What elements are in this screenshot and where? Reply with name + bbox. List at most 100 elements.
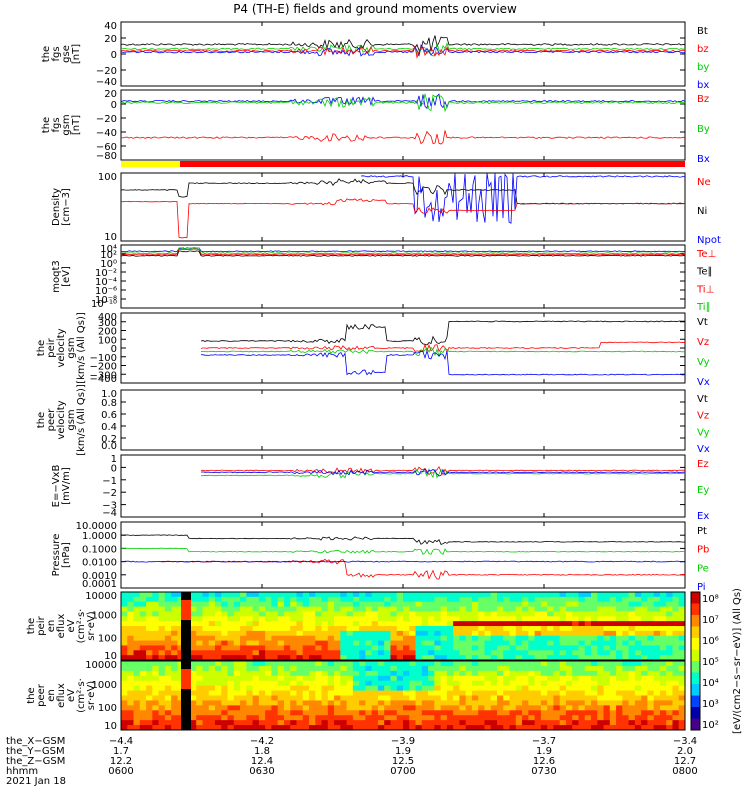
colorbar-tick: 10² — [702, 720, 719, 731]
xrow-value: 0700 — [390, 766, 415, 777]
spectro-cell — [609, 665, 617, 672]
spectro-cell — [628, 675, 636, 682]
legend-p5-Vy: Vy — [697, 357, 710, 368]
spectro-cell — [315, 705, 323, 711]
spectro-cell — [440, 650, 448, 656]
spectro-cell — [578, 596, 586, 603]
spectro-cell — [271, 690, 279, 696]
spectro-cell — [453, 685, 460, 692]
spectro-cell — [453, 596, 460, 603]
spectro-cell — [540, 720, 548, 726]
spectro-cell — [359, 650, 366, 656]
spectro-cell — [365, 601, 373, 608]
spectro-cell — [509, 710, 517, 716]
spectro-cell — [252, 626, 260, 632]
ytick-label-p9: 10 — [104, 651, 117, 662]
spectro-cell — [616, 700, 623, 706]
spectro-cell — [215, 635, 222, 642]
spectro-cell — [202, 715, 210, 721]
spectro-cell — [446, 616, 454, 622]
spectro-cell — [478, 715, 485, 721]
spectro-cell — [384, 661, 391, 667]
spectro-cell — [359, 680, 366, 687]
spectro-cell — [434, 616, 442, 622]
colorbar-tick: 10⁸ — [702, 594, 719, 605]
spectro-cell — [559, 700, 567, 706]
spectro-cell — [440, 621, 448, 627]
spectro-cell — [309, 661, 316, 667]
spectro-cell — [127, 675, 135, 682]
spectro-cell — [465, 705, 473, 711]
spectro-cell — [478, 611, 485, 617]
spectro-cell — [171, 700, 178, 706]
spectro-cell — [240, 715, 247, 721]
spectro-cell — [609, 720, 617, 726]
spectro-cell — [346, 680, 354, 687]
spectro-cell — [672, 715, 680, 721]
spectro-cell — [522, 611, 529, 617]
spectro-cell — [634, 680, 642, 687]
spectro-cell — [634, 710, 642, 716]
spectro-cell — [221, 611, 229, 617]
spectro-cell — [616, 596, 623, 603]
spectro-cell — [365, 655, 373, 661]
spectro-cell — [390, 616, 398, 622]
spectro-cell — [315, 601, 323, 608]
spectro-cell — [528, 635, 536, 642]
spectro-cell — [340, 596, 348, 603]
spectro-cell — [634, 596, 642, 603]
spectro-cell — [309, 601, 316, 608]
spectro-cell — [509, 665, 517, 672]
spectro-cell — [139, 695, 147, 701]
spectro-cell — [215, 665, 222, 672]
spectro-cell — [246, 670, 254, 677]
series-vx — [200, 349, 686, 376]
spectro-cell — [359, 690, 366, 696]
spectro-cell — [189, 655, 197, 661]
spectro-cell — [578, 661, 586, 667]
spectro-cell — [528, 695, 536, 701]
spectro-cell — [572, 630, 579, 637]
spectro-cell — [403, 611, 410, 617]
spectro-cell — [559, 606, 567, 612]
spectro-cell — [584, 601, 592, 608]
spectro-cell — [271, 645, 279, 651]
spectro-cell — [409, 665, 417, 672]
spectro-cell — [359, 675, 366, 682]
spectro-cell — [208, 621, 216, 627]
spectro-cell — [653, 650, 661, 656]
spectro-cell — [653, 645, 661, 651]
spectro-cell — [208, 630, 216, 637]
spectro-cell — [177, 675, 185, 682]
spectro-cell — [290, 630, 297, 637]
ylabel-line: [cm−3] — [61, 188, 72, 226]
spectro-cell — [377, 626, 385, 632]
spectro-cell — [616, 661, 623, 667]
spectro-cell — [666, 640, 673, 646]
spectro-cell — [208, 665, 216, 672]
spectro-cell — [309, 611, 316, 617]
spectro-cell — [434, 592, 442, 598]
spectro-cell — [628, 720, 636, 726]
spectro-cell — [265, 695, 272, 701]
spectro-cell — [202, 592, 210, 598]
spectro-cell — [371, 626, 379, 632]
spectro-cell — [628, 655, 636, 661]
series-pb — [160, 558, 685, 580]
spectro-cell — [515, 630, 523, 637]
spectro-cell — [202, 596, 210, 603]
spectro-cell — [258, 655, 266, 661]
spectro-cell — [534, 670, 542, 677]
xrow-value: 12.2 — [110, 756, 132, 767]
series-te-perp — [120, 247, 686, 253]
spectro-cell — [597, 626, 605, 632]
spectro-cell — [139, 670, 147, 677]
spectro-cell — [133, 685, 141, 692]
spectro-cell — [396, 611, 404, 617]
spectro-cell — [196, 670, 203, 677]
spectro-cell — [497, 640, 504, 646]
spectro-cell — [164, 611, 172, 617]
spectro-cell — [208, 592, 216, 598]
spectro-cell — [171, 695, 178, 701]
spectro-cell — [139, 705, 147, 711]
